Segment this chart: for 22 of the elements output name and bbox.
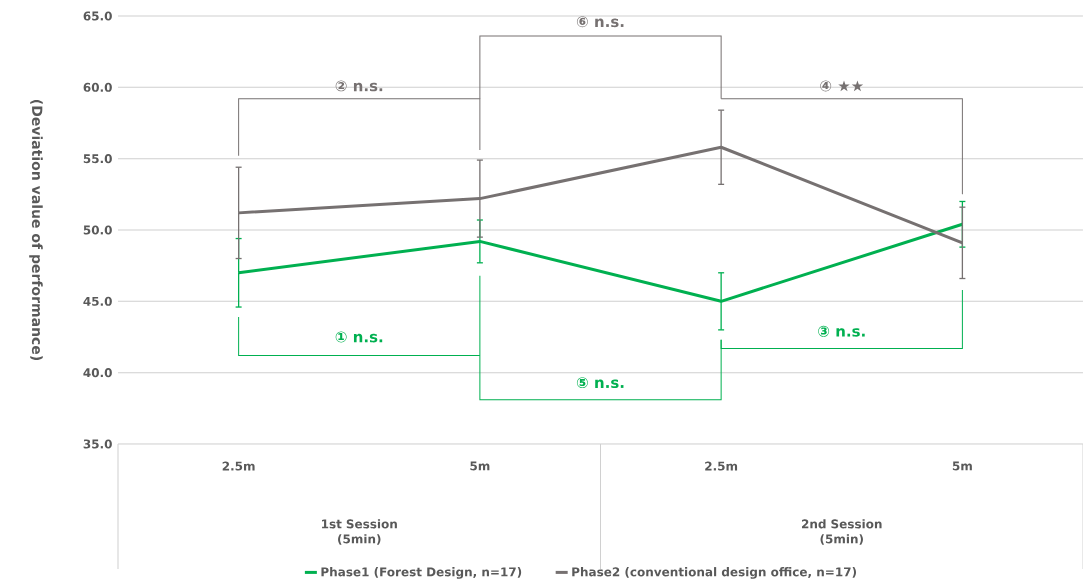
y-tick-label: 50.0 bbox=[83, 225, 112, 235]
annotation: ⑥ n.s. bbox=[576, 16, 624, 28]
text: 1st Session (5min) bbox=[322, 519, 397, 545]
y-tick-label: 60.0 bbox=[83, 82, 112, 92]
annotation: ③ n.s. bbox=[818, 325, 865, 337]
annotation: ④ ★★ bbox=[820, 80, 864, 92]
x-tick-label: 5m bbox=[470, 461, 490, 471]
y-tick-label: 40.0 bbox=[83, 368, 112, 378]
y-tick-label: 55.0 bbox=[83, 154, 112, 164]
x-tick-label: 5m bbox=[952, 461, 972, 471]
legend-label: Phase2 (conventional design office, n=17) bbox=[572, 567, 857, 579]
annotation: ① n.s. bbox=[335, 331, 383, 343]
x-tick-label: 2.5m bbox=[222, 461, 255, 471]
annotation: ⑤ n.s. bbox=[576, 377, 624, 389]
y-axis-title: (Deviation value of performance) bbox=[29, 100, 43, 360]
y-tick-label: 45.0 bbox=[83, 296, 112, 306]
y-tick-label: 65.0 bbox=[83, 11, 112, 21]
annotation: ② n.s. bbox=[335, 80, 383, 92]
legend-label: Phase1 (Forest Design, n=17) bbox=[321, 567, 522, 579]
text: 2nd Session (5min) bbox=[801, 519, 882, 545]
x-tick-label: 2.5m bbox=[705, 461, 738, 471]
y-tick-label: 35.0 bbox=[83, 439, 112, 449]
